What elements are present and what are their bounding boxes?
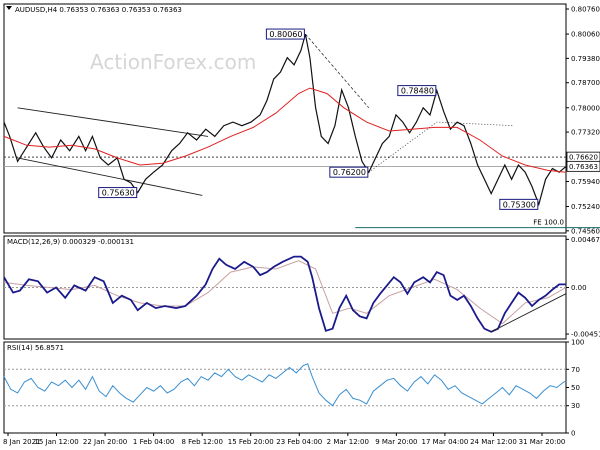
x-tick-label: 23 Feb 04:00	[276, 438, 322, 446]
rsi-line	[3, 363, 567, 407]
macd-y-ticks: 0.004677 0.00 -0.004519	[566, 236, 600, 339]
dotted-line	[368, 121, 514, 173]
rsi-y-tick-label: 30	[571, 402, 580, 410]
right-value-box	[566, 160, 600, 172]
price-label: 0.80060	[269, 30, 302, 39]
right-value-label: 0.76620	[569, 154, 598, 162]
macd-y-tick-label: 0.004677	[571, 236, 600, 244]
right-value-label: 0.76363	[569, 163, 598, 171]
price-label: 0.75300	[503, 200, 536, 209]
price-dropdown-icon	[6, 6, 12, 10]
rsi-y-tick-label: 50	[571, 384, 580, 392]
x-tick-label: 8 Jan 2021	[3, 438, 41, 446]
price-label-box	[265, 28, 305, 40]
x-tick-label: 24 Mar 12:00	[470, 438, 517, 446]
price-title: AUDUSD,H4 0.76353 0.76363 0.76353 0.7636…	[15, 6, 182, 14]
macd-line	[3, 255, 566, 333]
price-y-tick-label: 0.75940	[571, 178, 600, 186]
x-tick-label: 2 Mar 12:00	[327, 438, 369, 446]
x-tick-label: 15 Jan 12:00	[34, 438, 78, 446]
x-tick-label: 22 Jan 20:00	[83, 438, 127, 446]
fe-label: FE 100.0	[533, 219, 564, 227]
rsi-y-tick-label: 70	[571, 366, 580, 374]
macd-y-tick-label: 0.00	[571, 284, 587, 292]
price-y-tick-label: 0.77320	[571, 129, 600, 137]
x-tick-label: 8 Feb 12:00	[181, 438, 222, 446]
rsi-y-tick-label: 0	[571, 430, 575, 438]
macd-trendline	[490, 293, 567, 333]
price-marks: FE 100.0 0.80060 0.78480 0.76200 0.75630 0.75…	[3, 28, 600, 229]
macd-pane: MACD(12,26,9) 0.000329 -0.000131 0.00467…	[3, 235, 600, 340]
channel-line	[17, 107, 209, 137]
price-label-box	[98, 187, 138, 199]
rsi-title: RSI(14) 56.8571	[7, 344, 64, 352]
price-y-tick-label: 0.75240	[571, 203, 600, 211]
x-tick-label: 15 Feb 20:00	[228, 438, 274, 446]
price-label-box	[397, 85, 437, 97]
price-y-tick-label: 0.79380	[571, 55, 600, 63]
price-y-tick-label: 0.80060	[571, 31, 600, 39]
x-tick-label: 9 Mar 20:00	[375, 438, 417, 446]
macd-title: MACD(12,26,9) 0.000329 -0.000131	[7, 238, 134, 246]
rsi-y-tick-label: 100	[571, 339, 584, 347]
watermark: ActionForex.com	[90, 50, 256, 74]
macd-marks	[3, 255, 567, 333]
moving-average-line	[3, 87, 567, 173]
price-label: 0.75630	[102, 189, 135, 198]
price-series-line	[3, 33, 567, 207]
price-pane: ActionForex.com AUDUSD,H4 0.76353 0.7636…	[3, 3, 600, 235]
macd-signal-line	[3, 260, 567, 325]
price-pane-frame	[3, 3, 567, 234]
x-tick-label: 31 Mar 20:00	[519, 438, 566, 446]
dashed-line	[305, 33, 370, 109]
x-tick-label: 1 Feb 04:00	[133, 438, 174, 446]
rsi-marks	[3, 363, 567, 407]
price-label: 0.76200	[333, 168, 366, 177]
price-y-tick-label: 0.78700	[571, 79, 600, 87]
price-label: 0.78480	[401, 87, 434, 96]
price-y-tick-label: 0.78000	[571, 104, 600, 112]
price-y-tick-label: 0.80760	[571, 6, 600, 14]
x-tick-label: 17 Mar 04:00	[422, 438, 469, 446]
channel-line	[17, 157, 203, 196]
price-label-box	[329, 166, 369, 178]
price-y-tick-label: 0.74560	[571, 227, 600, 235]
price-label-box	[499, 198, 539, 210]
rsi-pane: RSI(14) 56.8571 100 70 50 30 0	[3, 339, 584, 438]
rsi-y-ticks: 100 70 50 30 0	[566, 339, 584, 438]
macd-y-tick-label: -0.004519	[571, 331, 600, 339]
